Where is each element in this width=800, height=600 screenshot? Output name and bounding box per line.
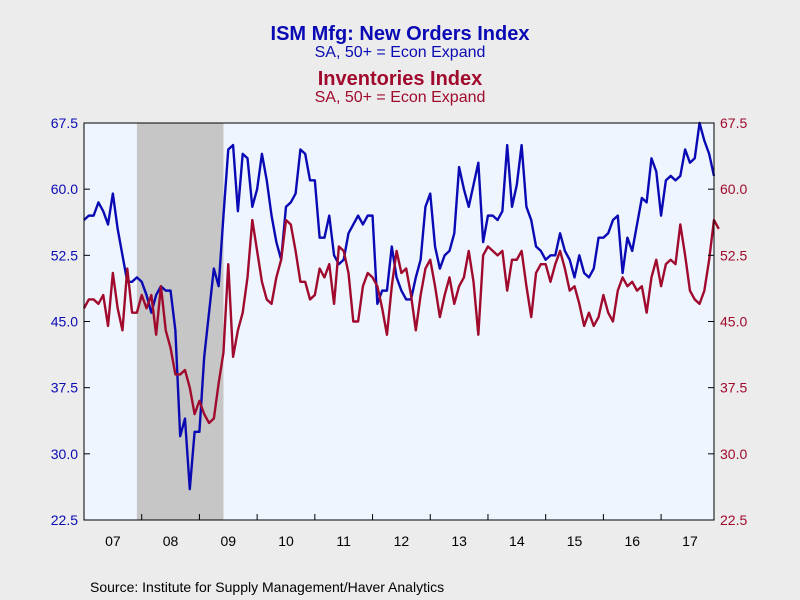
y-tick-label-right: 60.0 (720, 181, 747, 197)
x-tick-label: 12 (394, 533, 410, 549)
y-tick-label-left: 60.0 (51, 181, 78, 197)
x-tick-label: 17 (682, 533, 698, 549)
chart-title-2: Inventories Index (318, 68, 483, 90)
x-tick-label: 10 (278, 533, 294, 549)
x-tick-label: 15 (567, 533, 583, 549)
chart-title: ISM Mfg: New Orders Index (271, 23, 530, 45)
y-tick-label-right: 37.5 (720, 380, 747, 396)
x-tick-label: 11 (336, 533, 351, 549)
chart-subtitle-2: SA, 50+ = Econ Expand (315, 89, 486, 106)
y-tick-label-right: 67.5 (720, 115, 747, 131)
y-axis-left: 22.5 30.0 37.5 45.0 52.5 60.0 67.5 (51, 115, 90, 528)
source-note: Source: Institute for Supply Management/… (90, 579, 444, 595)
x-tick-label: 14 (509, 533, 525, 549)
y-tick-label-left: 22.5 (51, 512, 78, 528)
recession-band-layer (136, 123, 224, 520)
series-layer (82, 121, 720, 491)
x-tick-label: 13 (451, 533, 467, 549)
series-line-inventories (82, 218, 720, 425)
chart-subtitle: SA, 50+ = Econ Expand (315, 44, 486, 61)
x-axis: 07 08 09 10 11 12 13 14 15 16 17 (105, 514, 698, 549)
y-tick-label-right: 45.0 (720, 314, 747, 330)
y-tick-label-left: 52.5 (51, 247, 78, 263)
recession-band (136, 123, 224, 520)
y-tick-label-left: 30.0 (51, 446, 78, 462)
y-tick-label-left: 45.0 (51, 314, 78, 330)
y-tick-label-right: 52.5 (720, 247, 747, 263)
x-tick-label: 07 (105, 533, 121, 549)
x-tick-label: 16 (624, 533, 640, 549)
y-tick-label-left: 37.5 (51, 380, 78, 396)
x-tick-label: 08 (163, 533, 179, 549)
y-tick-label-right: 22.5 (720, 512, 747, 528)
y-tick-label-left: 67.5 (51, 115, 78, 131)
y-tick-label-right: 30.0 (720, 446, 747, 462)
x-tick-label: 09 (220, 533, 236, 549)
y-axis-right: 22.5 30.0 37.5 45.0 52.5 60.0 67.5 (708, 115, 747, 528)
series-line-new-orders (83, 121, 716, 491)
